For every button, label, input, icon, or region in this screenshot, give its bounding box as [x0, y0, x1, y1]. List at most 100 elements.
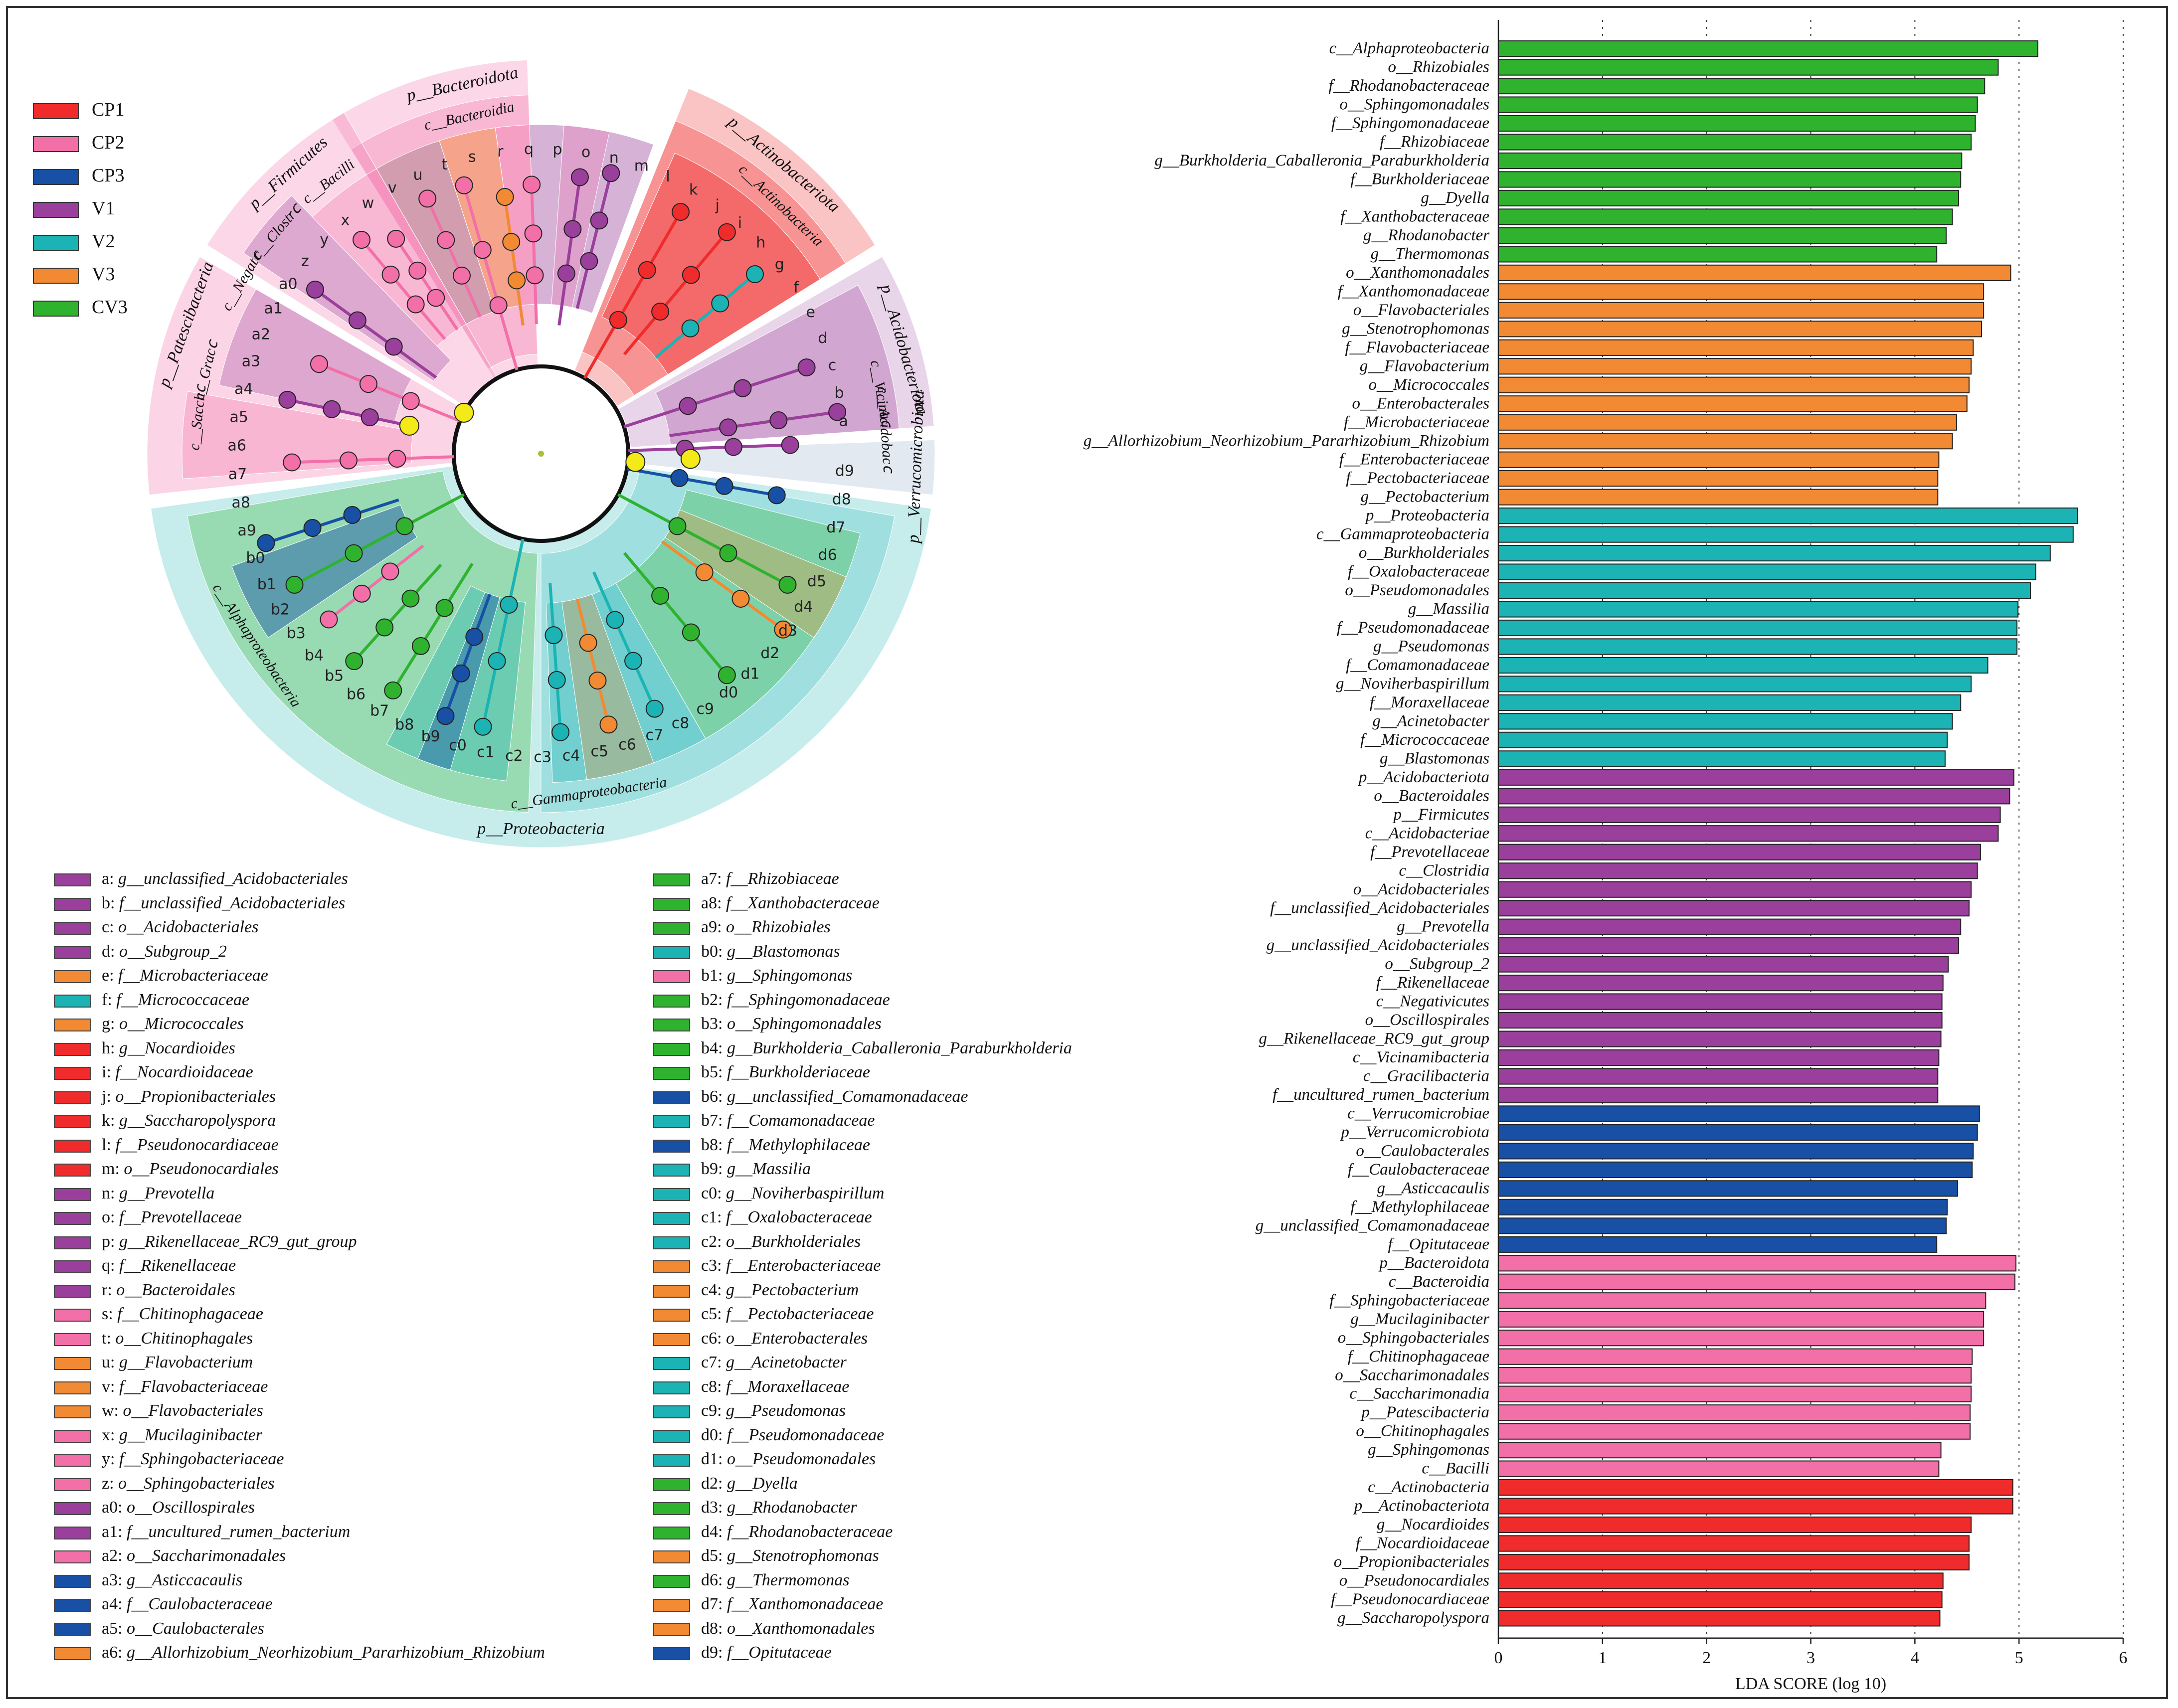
node-letter: a4	[234, 380, 253, 398]
lda-bar	[1498, 1367, 1972, 1384]
legend-swatch	[653, 1599, 690, 1612]
clade-branch	[294, 493, 465, 586]
clade-node	[590, 211, 608, 230]
lda-bar	[1498, 1516, 1972, 1534]
node-letter: a6	[227, 437, 246, 455]
lda-bar	[1498, 508, 2078, 524]
clade-node	[411, 637, 430, 655]
lda-bar	[1498, 1479, 2013, 1496]
clade-node	[580, 252, 598, 270]
bar-label: f__Nocardioidaceae	[1356, 1535, 1489, 1552]
node-letter: d3	[778, 622, 797, 640]
node-letter: s	[468, 148, 476, 166]
clade-node	[388, 450, 406, 468]
group-legend-item: V3	[33, 263, 115, 285]
legend-swatch	[33, 202, 79, 218]
taxa-name: g__Asticcacaulis	[127, 1570, 243, 1589]
lda-bar	[1498, 1535, 1970, 1552]
legend-swatch	[653, 1115, 690, 1129]
legend-swatch	[653, 922, 690, 935]
clade-sector	[243, 195, 452, 382]
lda-bar	[1498, 433, 1953, 450]
lda-bar	[1498, 1498, 2013, 1515]
clade-branch	[623, 366, 807, 428]
clade-sector	[231, 504, 417, 638]
bar-label: f__Opitutaceae	[1388, 1235, 1489, 1253]
node-letter: d4	[794, 598, 813, 616]
clade-node	[731, 589, 750, 608]
taxa-code: o:	[102, 1208, 119, 1226]
taxa-code: d3:	[701, 1498, 727, 1517]
bar-label: g__Flavobacterium	[1360, 357, 1489, 375]
lda-bar	[1498, 1591, 1943, 1608]
lda-bar	[1498, 1255, 2016, 1272]
clade-branch	[530, 184, 538, 325]
bar-label: f__Oxalobacteraceae	[1348, 563, 1489, 581]
bar-label: o__Oscillospirales	[1365, 1011, 1489, 1029]
lda-bar	[1498, 1012, 1943, 1029]
clade-node	[502, 233, 521, 251]
clade-branch	[353, 563, 442, 663]
clade-node	[455, 176, 473, 194]
clade-node	[651, 586, 670, 605]
legend-swatch	[653, 1623, 690, 1636]
taxa-code: b6:	[701, 1087, 727, 1106]
taxa-code: a8:	[701, 893, 726, 912]
node-letter: i	[738, 214, 742, 232]
bar-label: g__Noviherbaspirillum	[1336, 675, 1489, 692]
taxa-code: c:	[102, 918, 119, 936]
legend-label: CP1	[92, 99, 125, 120]
taxa-name: f__Flavobacteriaceae	[119, 1377, 268, 1396]
clade-node	[353, 231, 371, 249]
taxa-legend-item: c1: f__Oxalobacteraceae	[653, 1208, 872, 1227]
legend-swatch	[54, 1574, 91, 1588]
taxa-name: f__Sphingobacteriaceae	[119, 1450, 284, 1468]
clade-sector	[625, 439, 935, 496]
bar-label: g__Sphingomonas	[1368, 1441, 1489, 1459]
taxa-name: g__Sphingomonas	[726, 966, 853, 985]
clade-node	[343, 506, 362, 524]
taxa-legend-item: a4: f__Caulobacteraceae	[54, 1595, 273, 1614]
node-letter: u	[413, 167, 423, 184]
bar-label: o__Bacteroidales	[1374, 787, 1489, 805]
taxa-legend-item: b4: g__Burkholderia_Caballeronia_Parabur…	[653, 1039, 1072, 1058]
node-letter: w	[362, 194, 374, 212]
bar-label: g__Allorhizobium_Neorhizobium_Pararhizob…	[1084, 432, 1489, 450]
lda-bar	[1498, 283, 1985, 300]
taxa-code: c2:	[701, 1232, 726, 1251]
taxa-legend-item: d0: f__Pseudomonadaceae	[653, 1426, 884, 1445]
clade-branch	[583, 211, 682, 379]
taxa-legend-item: d: o__Subgroup_2	[54, 942, 227, 961]
taxa-code: b4:	[701, 1038, 727, 1057]
clade-sector	[187, 471, 538, 813]
taxa-legend-item: q: f__Rikenellaceae	[54, 1256, 236, 1275]
node-letter: d7	[826, 519, 845, 536]
taxa-code: b1:	[701, 966, 727, 985]
bar-label: c__Verrucomicrobiae	[1347, 1105, 1489, 1123]
clade-branch	[661, 540, 784, 631]
lda-bar	[1498, 302, 1985, 319]
lda-bar	[1498, 1236, 1938, 1253]
x-axis-title: LDA SCORE (log 10)	[1735, 1675, 1886, 1693]
legend-swatch	[653, 1260, 690, 1274]
bar-label: g__unclassified_Comamonadaceae	[1256, 1216, 1489, 1234]
clade-node	[523, 175, 541, 194]
lda-bar	[1498, 1049, 1940, 1066]
taxa-code: d5:	[701, 1546, 727, 1565]
taxa-legend-item: n: g__Prevotella	[54, 1184, 214, 1203]
taxa-code: u:	[102, 1353, 119, 1371]
taxa-legend-item: k: g__Saccharopolyspora	[54, 1111, 276, 1130]
taxa-name: o__Sphingobacteriales	[118, 1474, 275, 1493]
taxa-legend-item: d4: f__Rhodanobacteraceae	[653, 1523, 893, 1541]
legend-swatch	[54, 897, 91, 911]
taxa-legend-item: d1: o__Pseudomonadales	[653, 1450, 876, 1469]
lda-bar	[1498, 358, 1972, 375]
taxa-name: o__Xanthomonadales	[726, 1619, 875, 1638]
clade-branch	[394, 238, 459, 331]
legend-swatch	[54, 1623, 91, 1636]
taxa-code: w:	[102, 1401, 123, 1420]
taxa-code: b9:	[701, 1160, 727, 1178]
taxa-code: d:	[102, 942, 119, 961]
bar-label: p__Proteobacteria	[1365, 507, 1489, 524]
